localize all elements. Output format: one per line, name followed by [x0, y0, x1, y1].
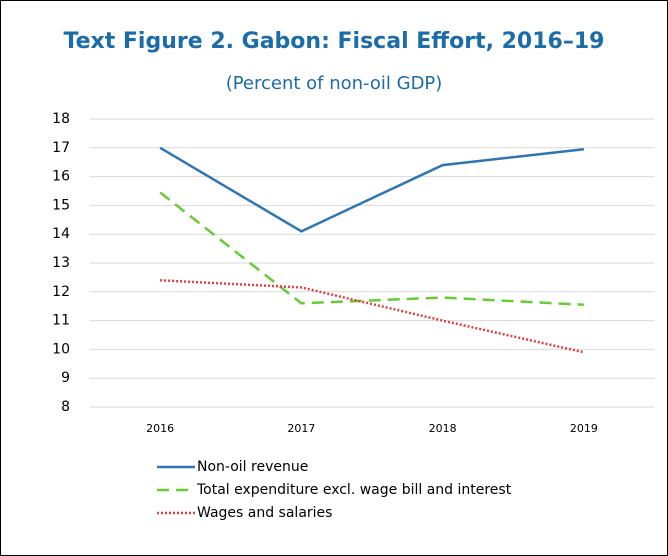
y-tick-label: 8 [61, 399, 70, 415]
series-line [159, 146, 585, 233]
chart-title: Text Figure 2. Gabon: Fiscal Effort, 201… [64, 29, 605, 54]
x-tick-label: 2019 [570, 422, 598, 435]
x-tick-label: 2017 [287, 422, 315, 435]
legend-label: Total expenditure excl. wage bill and in… [196, 482, 512, 498]
legend-label: Non-oil revenue [197, 459, 308, 475]
y-tick-label: 18 [52, 111, 70, 127]
y-tick-label: 13 [52, 255, 70, 271]
y-tick-label: 15 [52, 197, 70, 213]
y-tick-label: 16 [52, 169, 70, 185]
series-line [159, 191, 584, 307]
x-tick-label: 2016 [146, 422, 174, 435]
series-line [160, 279, 585, 354]
chart-subtitle: (Percent of non-oil GDP) [226, 73, 443, 94]
x-tick-label: 2018 [429, 422, 457, 435]
y-tick-label: 12 [52, 284, 70, 300]
legend-label: Wages and salaries [197, 505, 332, 521]
y-tick-label: 11 [52, 313, 70, 329]
y-tick-label: 10 [52, 341, 70, 357]
y-tick-label: 14 [52, 226, 70, 242]
y-tick-label: 9 [61, 370, 70, 386]
y-tick-label: 17 [52, 140, 70, 156]
